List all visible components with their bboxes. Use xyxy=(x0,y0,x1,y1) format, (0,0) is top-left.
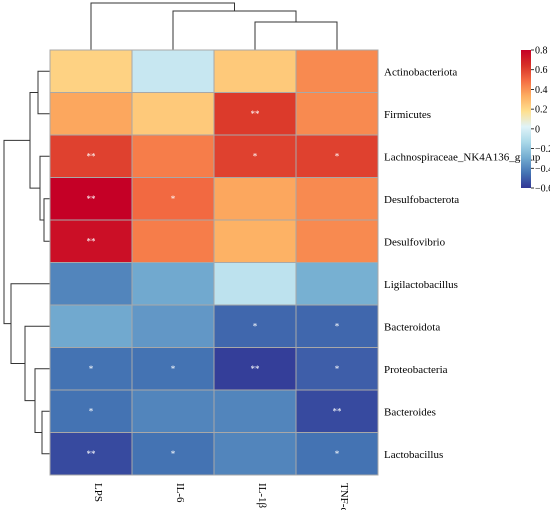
row-label: Desulfovibrio xyxy=(384,236,446,248)
row-labels: Actinobacteriota Firmicutes Lachnospiracea… xyxy=(384,66,541,461)
heatmap-cell xyxy=(213,262,297,306)
heatmap-cell xyxy=(131,49,215,93)
dendrogram-branch xyxy=(254,21,338,50)
significance-marker: ** xyxy=(251,364,261,374)
colorbar-tick-label: 0.4 xyxy=(535,85,548,96)
significance-marker: * xyxy=(253,321,258,331)
significance-marker: * xyxy=(335,449,340,459)
column-label: IL-6 xyxy=(174,483,186,503)
significance-marker: * xyxy=(171,364,176,374)
row-label: Ligilactobacillus xyxy=(384,279,458,291)
heatmap-cell xyxy=(295,177,379,221)
heatmap-cell xyxy=(131,262,215,306)
heatmap-cell xyxy=(131,432,215,476)
heatmap-cell xyxy=(213,432,297,476)
heatmap-cell xyxy=(295,347,379,391)
dendrogram-branch xyxy=(90,2,235,50)
row-dendrogram xyxy=(3,70,50,455)
heatmap-cell xyxy=(131,304,215,348)
significance-marker: * xyxy=(253,151,258,161)
row-label: Actinobacteriota xyxy=(384,66,457,78)
heatmap-cell xyxy=(49,262,133,306)
heatmap-cell xyxy=(131,219,215,263)
significance-marker: * xyxy=(89,406,94,416)
heatmap-cell xyxy=(131,389,215,433)
heatmap-cell xyxy=(131,92,215,136)
dendrogram-branch xyxy=(24,325,50,402)
significance-marker: * xyxy=(171,194,176,204)
significance-marker: * xyxy=(171,449,176,459)
colorbar-tick-label: 0 xyxy=(535,124,540,135)
significance-marker: * xyxy=(335,321,340,331)
significance-marker: ** xyxy=(87,236,97,246)
heatmap-cell xyxy=(213,177,297,221)
colorbar-tick-label: 0.8 xyxy=(535,46,548,57)
heatmap-cell xyxy=(295,219,379,263)
heatmap-cell xyxy=(213,219,297,263)
colorbar-tick-label: −0.2 xyxy=(535,144,550,155)
heatmap-cell xyxy=(295,49,379,93)
significance-marker: * xyxy=(335,151,340,161)
heatmap-cell xyxy=(295,262,379,306)
heatmap-cell xyxy=(213,347,297,391)
column-label: LPS xyxy=(92,483,104,502)
significance-marker: ** xyxy=(87,449,97,459)
significance-marker: * xyxy=(89,364,94,374)
row-label: Desulfobacterota xyxy=(384,194,459,206)
row-label: Firmicutes xyxy=(384,109,431,121)
significance-marker: ** xyxy=(333,406,343,416)
row-label: Bacteroidota xyxy=(384,321,440,333)
heatmap-cell xyxy=(131,134,215,178)
dendrogram-branch xyxy=(39,155,50,221)
colorbar-tick-label: −0.4 xyxy=(535,164,550,175)
heatmap-cell xyxy=(49,219,133,263)
heatmap-cell xyxy=(295,432,379,476)
dendrogram-branch xyxy=(41,410,50,455)
colorbar-tick-label: 0.2 xyxy=(535,105,548,116)
row-label: Bacteroides xyxy=(384,406,436,418)
dendrogram-branch xyxy=(3,139,30,325)
heatmap-cell xyxy=(295,389,379,433)
row-label: Lactobacillus xyxy=(384,449,443,461)
heatmap-cell xyxy=(49,49,133,93)
column-label: TNF-α xyxy=(338,483,350,510)
column-label: IL-1β xyxy=(256,483,268,509)
significance-marker: ** xyxy=(251,109,261,119)
significance-marker: ** xyxy=(87,151,97,161)
column-labels: LPS IL-6 IL-1β TNF-α xyxy=(92,483,350,510)
heatmap-cell xyxy=(213,134,297,178)
heatmap-cells xyxy=(49,49,379,476)
heatmap-cell xyxy=(49,389,133,433)
heatmap-cell xyxy=(49,92,133,136)
significance-marker: ** xyxy=(87,194,97,204)
colorbar-gradient xyxy=(521,50,531,188)
colorbar-tick-label: 0.6 xyxy=(535,65,548,76)
row-label: Lachnospiraceae_NK4A136_group xyxy=(384,151,541,163)
column-dendrogram xyxy=(90,2,338,50)
heatmap-cell xyxy=(131,177,215,221)
heatmap-cell xyxy=(49,432,133,476)
dendrogram-branch xyxy=(10,283,50,364)
colorbar-tick-label: −0.6 xyxy=(535,184,550,195)
dendrogram-branch xyxy=(172,10,297,50)
significance-markers: **** * *** **** ** * ** ** **** * * xyxy=(87,109,343,459)
heatmap-cell xyxy=(213,92,297,136)
heatmap-cell xyxy=(131,347,215,391)
heatmap-cell xyxy=(49,134,133,178)
heatmap-cell xyxy=(295,134,379,178)
dendrogram-branch xyxy=(37,70,50,115)
dendrogram-branch xyxy=(43,198,50,242)
row-label: Proteobacteria xyxy=(384,364,448,376)
heatmap-cell xyxy=(213,389,297,433)
heatmap-cell xyxy=(295,92,379,136)
significance-marker: * xyxy=(335,364,340,374)
colorbar: 0.8 0.6 0.4 0.2 0 −0.2 −0.4 −0.6 xyxy=(521,46,550,195)
heatmap-cell xyxy=(213,49,297,93)
heatmap-cell xyxy=(49,304,133,348)
